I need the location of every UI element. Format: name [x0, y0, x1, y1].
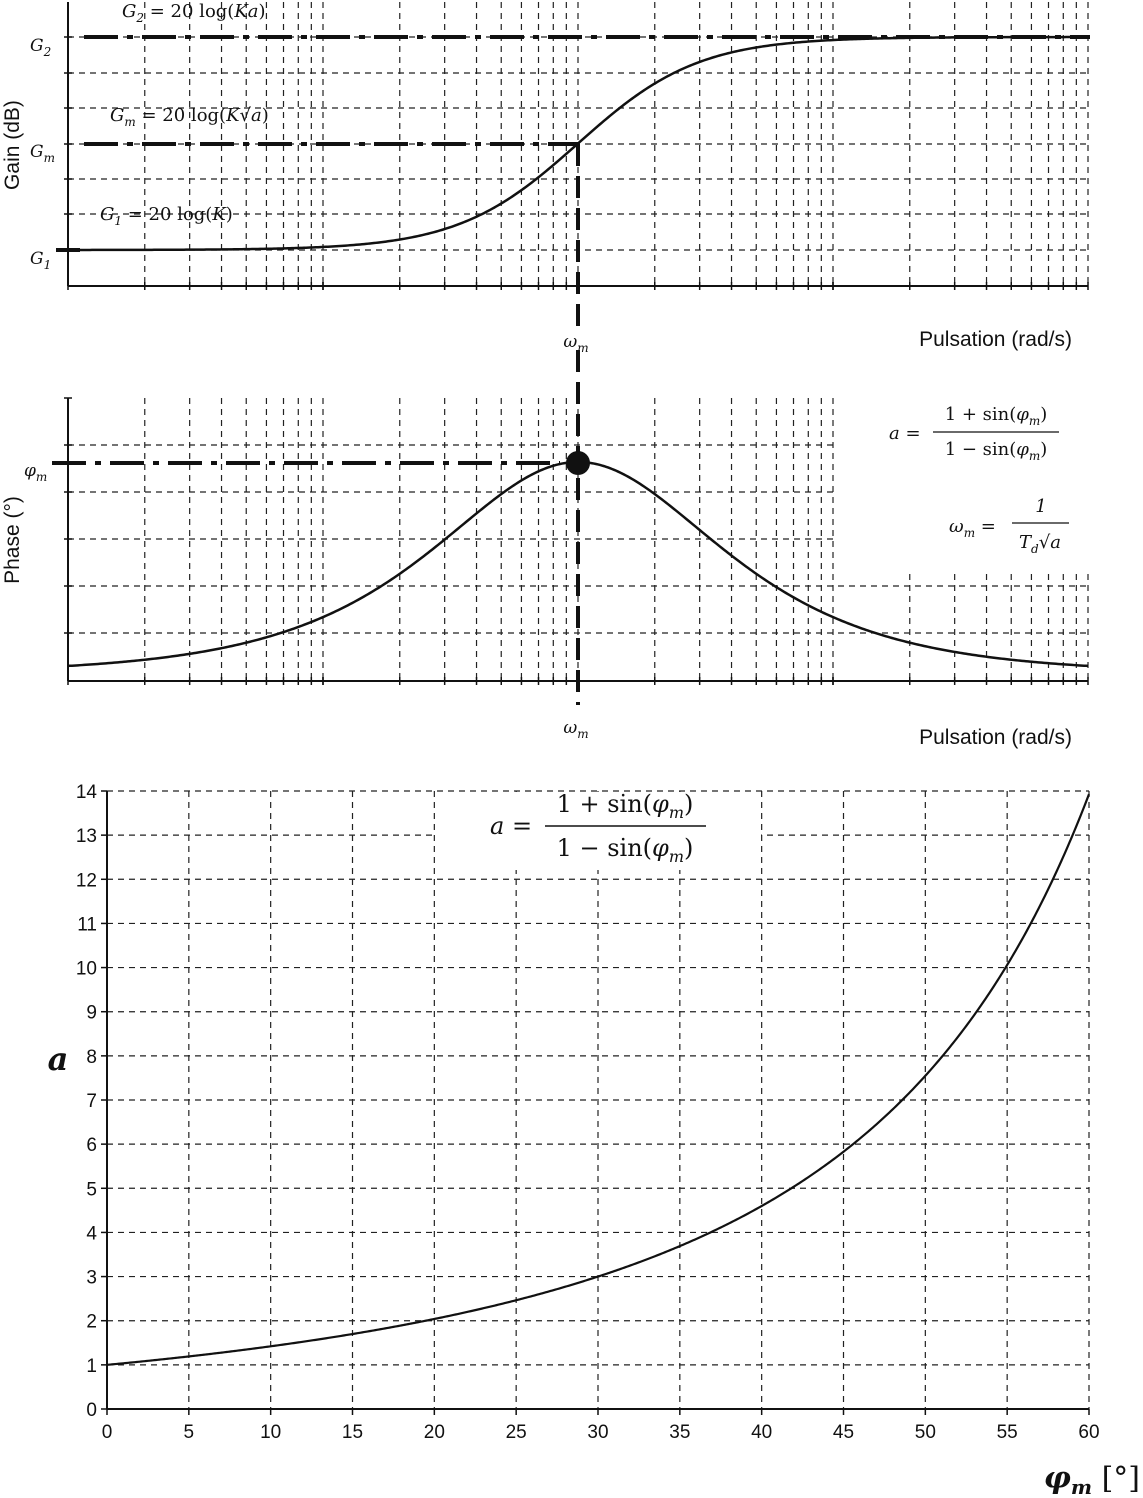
- a-chart-y-tick-label: 7: [86, 1091, 97, 1112]
- a-vs-phi-chart: 0 5 10 15 20 25 30 35 40 45 50 55 600123456789101112…: [48, 782, 1140, 1498]
- a-chart-y-tick-label: 5: [86, 1179, 97, 1200]
- gm-tick-label: Gm: [30, 142, 55, 165]
- gain-y-tick-labels: G2 Gm G1: [30, 36, 55, 272]
- phi-axis-label: φm [°]: [1044, 1461, 1140, 1498]
- a-chart-y-tick-label: 9: [86, 1003, 97, 1024]
- a-chart-x-tick-label: 35: [669, 1422, 690, 1443]
- gain-annotations: G2 = 20 log(Ka) Gm = 20 log(K√a) G1 = 20…: [100, 1, 269, 228]
- g2-annotation: G2 = 20 log(Ka): [122, 1, 266, 25]
- a-chart-x-tick-label: 45: [833, 1422, 854, 1443]
- a-chart-y-tick-label: 12: [76, 870, 97, 891]
- a-chart-x-tick-label: 5: [184, 1422, 195, 1443]
- a-chart-y-tick-label: 8: [86, 1047, 97, 1068]
- svg-text:a =: a =: [490, 812, 532, 840]
- a-chart-y-tick-label: 6: [86, 1135, 97, 1156]
- svg-text:Td√a: Td√a: [1019, 532, 1061, 556]
- a-chart-x-tick-label: 25: [506, 1422, 527, 1443]
- a-chart-y-tick-label: 1: [86, 1356, 97, 1377]
- a-chart-y-tick-label: 0: [86, 1400, 97, 1421]
- formula-omega: ωm = 1 Td√a: [949, 496, 1069, 556]
- a-chart-y-tick-label: 3: [86, 1268, 97, 1289]
- a-chart-x-tick-label: 15: [342, 1422, 363, 1443]
- gain-axis-label: Gain (dB): [1, 100, 24, 190]
- g1-annotation: G1 = 20 log(K): [100, 204, 233, 228]
- gm-annotation: Gm = 20 log(K√a): [110, 105, 269, 129]
- g2-tick-label: G2: [30, 36, 51, 59]
- a-chart-y-tick-label: 2: [86, 1312, 97, 1333]
- a-curve: [106, 793, 1091, 1366]
- phase-max-point: [566, 451, 590, 475]
- omega-m-label-2: ωm: [563, 718, 588, 741]
- a-chart-x-tick-label: 50: [915, 1422, 936, 1443]
- a-chart-x-tick-label: 30: [587, 1422, 608, 1443]
- gain-xaxis-label: Pulsation (rad/s): [919, 328, 1072, 351]
- phi-m-tick-label: φm: [24, 461, 47, 484]
- phase-xaxis-label: Pulsation (rad/s): [919, 726, 1072, 749]
- gain-chart: Gain (dB) Pulsation (rad/s) G2 Gm G1 G2 …: [1, 1, 1090, 355]
- a-chart-y-tick-label: 13: [76, 826, 97, 847]
- svg-text:1: 1: [1035, 496, 1046, 517]
- a-chart-x-tick-label: 40: [751, 1422, 772, 1443]
- phase-chart: Phase (°) Pulsation (rad/s) φm ωm a = 1 …: [1, 350, 1138, 749]
- a-chart-x-tick-label: 60: [1078, 1422, 1099, 1443]
- a-chart-x-tick-label: 0: [102, 1422, 113, 1443]
- g1-tick-label: G1: [30, 249, 51, 272]
- a-chart-y-tick-label: 11: [77, 914, 97, 935]
- a-chart-x-tick-label: 10: [260, 1422, 281, 1443]
- a-chart-x-tick-label: 20: [424, 1422, 445, 1443]
- a-axis-label: a: [48, 1040, 69, 1078]
- a-chart-y-tick-label: 4: [86, 1223, 97, 1244]
- formula-a-main: a = 1 + sin(φm) 1 − sin(φm): [490, 790, 706, 866]
- svg-text:1 + sin(φm): 1 + sin(φm): [557, 790, 694, 822]
- svg-text:ωm =: ωm =: [949, 516, 996, 540]
- a-chart-y-tick-label: 10: [76, 959, 97, 980]
- formula-box-bg: [838, 386, 1138, 571]
- a-chart-x-tick-label: 55: [997, 1422, 1018, 1443]
- a-chart-y-tick-label: 14: [76, 782, 98, 803]
- formula3-bg: [437, 792, 761, 870]
- svg-text:a =: a =: [889, 423, 921, 444]
- phase-axis-label: Phase (°): [1, 496, 24, 584]
